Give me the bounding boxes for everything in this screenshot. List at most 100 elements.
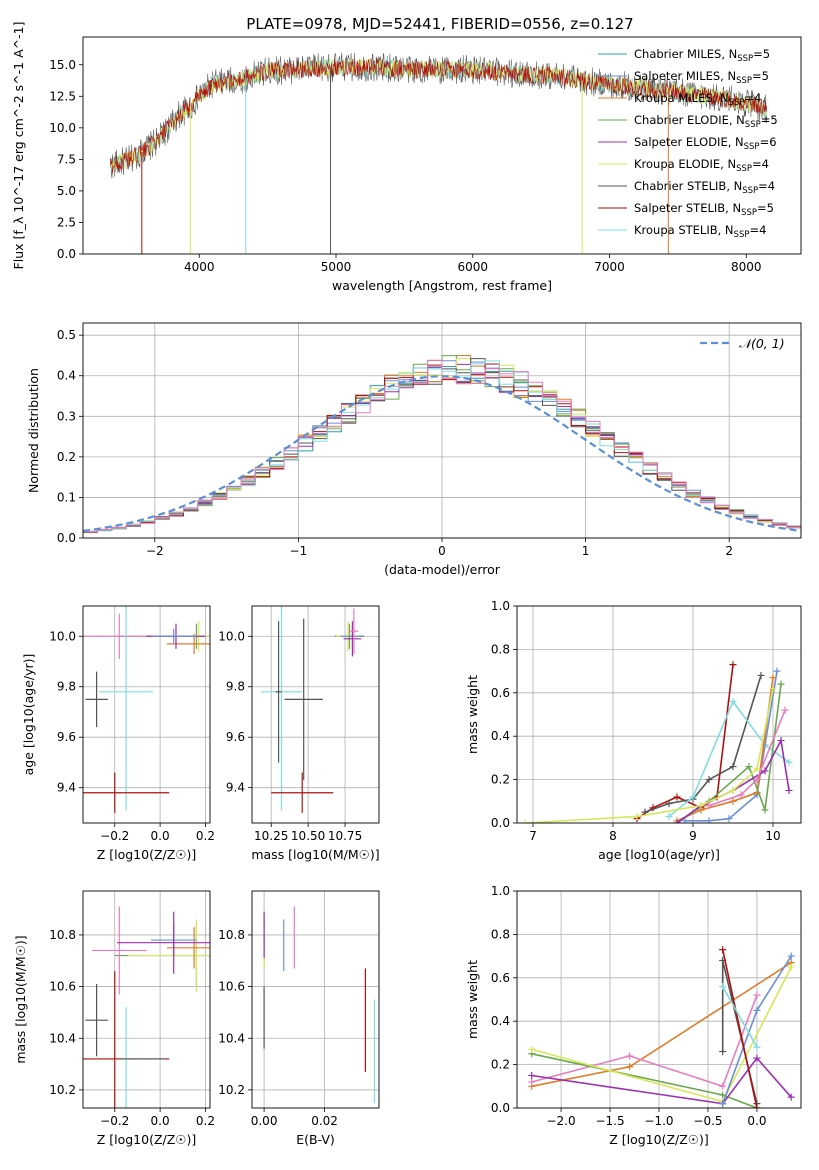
series-marker [626,1052,634,1060]
y-tick-label: 10.2 [218,1083,245,1097]
legend-label-main: Kroupa STELIB, N [634,223,734,237]
series-marker [719,1100,727,1108]
series-marker [745,763,753,771]
series-line [644,675,762,813]
y-tick-label: 0.0 [57,247,76,261]
series-marker [753,1006,761,1014]
y-tick-label: 10.4 [218,1031,245,1045]
massweight_vs_age-frame [516,605,802,824]
x-tick-label: −2.0 [546,1114,575,1128]
series-marker [633,812,641,820]
series-marker [787,963,795,971]
legend-label-sub: SSP [737,54,753,64]
y-tick-label: 10.2 [49,1083,76,1097]
series-marker [521,819,529,823]
legend-label-main: Salpeter ELODIE, N [634,135,744,149]
series-marker [528,1078,536,1086]
series-line [722,986,758,1048]
massweight_vs_age-marks [521,661,793,823]
y-tick-label: 10.0 [218,629,245,643]
series-marker [705,776,713,784]
y-axis-label: age [log10(age/yr)] [21,654,36,776]
y-tick-label: 0.1 [57,490,76,504]
series-line [531,1056,792,1105]
legend-label-main: Chabrier MILES, N [634,47,737,61]
series-marker [705,817,713,823]
spectrum-line [110,58,768,174]
legend-label: 𝒩(0, 1) [739,336,785,351]
x-tick-label: 10.50 [291,829,325,843]
series-marker [528,1071,536,1079]
age_vs_mass-frame [251,605,380,824]
legend-label-sub: SSP [736,164,752,174]
massweight_vs_Z-axes: −2.0 −1.5 −1.0 −0.5 0.0 0.0 0.2 0.4 0.6 0.8 1.0 Z [… [465,884,801,1147]
mass_vs_Z-frame [82,890,211,1109]
y-tick-label: 2.5 [57,215,76,229]
x-tick-label: 1 [582,544,590,558]
series-marker [729,786,737,794]
series-marker [761,767,769,775]
legend-label-main: Chabrier ELODIE, N [634,113,745,127]
y-tick-label: 10.8 [49,928,76,942]
y-tick-label: 9.4 [57,781,76,795]
series-marker [769,684,777,692]
series-marker [753,991,761,999]
series-marker [753,1043,761,1051]
legend-label-post: =4 [752,157,769,171]
y-tick-label: 9.6 [226,730,245,744]
y-axis-label: mass [log10(M/M☉)] [13,935,28,1063]
x-tick-label: 7 [529,829,537,843]
series-line [708,709,786,807]
x-tick-label: 4000 [184,260,215,274]
series-marker [528,1045,536,1053]
y-tick-label: 9.4 [226,781,245,795]
x-tick-label: 0.0 [151,829,170,843]
mass_vs_ebv-axes: 0.00 0.02 10.2 10.4 10.6 10.8 E(B-V) [218,891,379,1147]
series-line [721,949,758,1108]
legend-label-main: Kroupa MILES, N [634,91,729,105]
y-tick-label: 10.0 [49,629,76,643]
x-tick-label: 9 [689,829,697,843]
series-marker [626,1063,634,1071]
x-axis-label: mass [log10(M/M☉)] [251,847,379,862]
y-tick-label: 7.5 [57,152,76,166]
gaussian-curve [83,375,801,532]
legend-label-main: Salpeter MILES, N [634,69,736,83]
series-marker [697,802,705,810]
x-tick-label: −1 [290,544,308,558]
residuals-marks [83,355,801,533]
x-axis-label: wavelength [Angstrom, rest frame] [332,278,552,293]
series-marker [725,815,733,823]
legend-label-sub: SSP [744,142,760,152]
y-tick-label: 10.6 [218,980,245,994]
y-axis-label: mass weight [465,960,480,1039]
legend-label-sub: SSP [729,98,745,108]
legend-label-post: =5 [761,113,778,127]
y-axis-label: mass weight [465,675,480,754]
legend-label-post: =5 [753,47,770,61]
series-marker [777,680,785,688]
legend-label-post: =6 [760,135,777,149]
legend-label-sub: SSP [736,76,752,86]
series-marker [757,671,765,679]
x-tick-label: 0.0 [747,1114,766,1128]
x-axis-label: Z [log10(Z/Z☉)] [609,1132,709,1147]
y-tick-label: 10.6 [49,980,76,994]
y-tick-label: 15.0 [49,58,76,72]
series-marker [777,737,785,745]
spectrum-axes: 4000 5000 6000 7000 8000 0.0 2.5 5.0 7.5 10.0 12.5… [11,22,762,293]
x-tick-label: −0.5 [693,1114,722,1128]
series-marker [787,952,795,960]
series-marker [673,819,681,823]
series-line [676,738,790,823]
x-tick-label: 0.00 [251,1114,278,1128]
legend-label-sub: SSP [741,208,757,218]
series-marker [781,706,789,714]
series-marker [785,758,793,766]
figure-title: PLATE=0978, MJD=52441, FIBERID=0556, z=0… [246,15,633,33]
legend-label: Salpeter STELIB, NSSP=5 [634,201,774,218]
x-tick-label: 5000 [321,260,352,274]
y-tick-label: 0.2 [491,1058,510,1072]
